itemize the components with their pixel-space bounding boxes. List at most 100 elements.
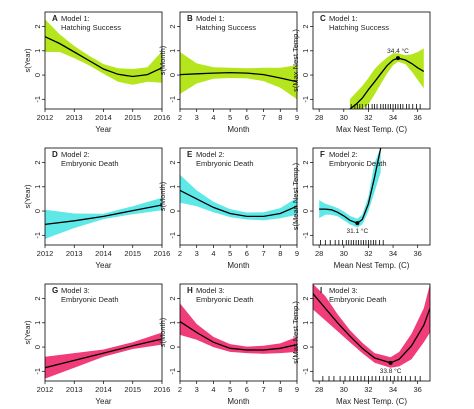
panel-outcome-label: Embryonic Death bbox=[196, 159, 254, 168]
y-tick-label: 2 bbox=[301, 296, 310, 300]
y-tick-label: 1 bbox=[168, 49, 177, 53]
y-axis-label: s(Max Nest Temp.) bbox=[291, 29, 300, 92]
y-tick-label: 2 bbox=[168, 160, 177, 164]
plot-frame bbox=[179, 283, 298, 382]
y-tick-label: 1 bbox=[301, 49, 310, 53]
y-axis-label: s(Max Nest Temp.) bbox=[291, 301, 300, 364]
y-tick-label: 0 bbox=[33, 345, 42, 349]
y-tick-label: 2 bbox=[168, 296, 177, 300]
x-tick-label: 5 bbox=[228, 385, 232, 394]
panel-model-label: Model 3: bbox=[329, 286, 358, 295]
panel-model-label: Model 2: bbox=[196, 150, 225, 159]
x-tick-label: 2016 bbox=[154, 385, 171, 394]
y-axis-label: s(Year) bbox=[23, 48, 32, 72]
panel-e: 2 3 4 5 6 7 8 9 -1 0 1 2 Month s(Month) E Model 2:Embry… bbox=[158, 147, 299, 270]
x-tick-label: 30 bbox=[340, 113, 348, 122]
x-tick-label: 34 bbox=[389, 385, 397, 394]
panel-c: 28 30 32 34 36 -1 0 1 2 Max Nest Temp. (C) s(Max N… bbox=[291, 11, 431, 134]
optimum-point bbox=[355, 221, 360, 226]
y-tick-label: -1 bbox=[168, 368, 177, 375]
panel-model-label: Model 1: bbox=[329, 14, 358, 23]
x-tick-label: 32 bbox=[364, 113, 372, 122]
x-tick-label: 7 bbox=[261, 249, 265, 258]
panel-d: 2012 2013 2014 2015 2016 -1 0 1 2 Year s(Year) D Mod… bbox=[23, 147, 170, 270]
y-tick-label: -1 bbox=[301, 232, 310, 239]
x-tick-label: 3 bbox=[195, 385, 199, 394]
confidence-band bbox=[349, 48, 424, 109]
x-tick-label: 36 bbox=[414, 249, 422, 258]
x-tick-label: 28 bbox=[315, 113, 323, 122]
confidence-band bbox=[319, 148, 381, 228]
optimum-point bbox=[388, 360, 393, 365]
y-axis-label: s(Month) bbox=[158, 317, 167, 347]
x-tick-label: 36 bbox=[414, 113, 422, 122]
fitted-line bbox=[45, 338, 162, 369]
x-tick-label: 2012 bbox=[37, 385, 54, 394]
x-tick-label: 7 bbox=[261, 113, 265, 122]
x-tick-label: 8 bbox=[278, 249, 282, 258]
panel-a: 2012 2013 2014 2015 2016 -1 0 1 2 Year s(Year) A Mod… bbox=[23, 11, 170, 134]
y-tick-label: 1 bbox=[301, 321, 310, 325]
panel-letter: A bbox=[52, 14, 58, 23]
y-axis-label: s(Year) bbox=[23, 320, 32, 344]
x-tick-label: 2015 bbox=[124, 385, 141, 394]
panel-outcome-label: Hatching Success bbox=[196, 23, 256, 32]
x-tick-label: 8 bbox=[278, 113, 282, 122]
x-axis-label: Max Nest Temp. (C) bbox=[336, 397, 407, 406]
y-tick-label: -1 bbox=[33, 232, 42, 239]
x-tick-label: 9 bbox=[295, 249, 299, 258]
x-tick-label: 32 bbox=[364, 249, 372, 258]
y-tick-label: 2 bbox=[168, 24, 177, 28]
panel-letter: B bbox=[187, 14, 193, 23]
panel-model-label: Model 1: bbox=[196, 14, 225, 23]
x-tick-label: 30 bbox=[340, 385, 348, 394]
plot-frame bbox=[179, 11, 298, 110]
x-tick-label: 32 bbox=[364, 385, 372, 394]
confidence-band bbox=[313, 284, 430, 368]
panel-model-label: Model 3: bbox=[196, 286, 225, 295]
x-tick-label: 9 bbox=[295, 113, 299, 122]
x-axis-label: Max Nest Temp. (C) bbox=[336, 125, 407, 134]
fitted-line bbox=[45, 36, 162, 78]
x-tick-label: 6 bbox=[245, 385, 249, 394]
fitted-line bbox=[319, 148, 382, 224]
y-tick-label: -1 bbox=[168, 232, 177, 239]
confidence-band bbox=[45, 332, 162, 379]
x-axis-label: Year bbox=[95, 125, 112, 134]
x-tick-label: 2013 bbox=[66, 249, 83, 258]
x-tick-label: 34 bbox=[389, 249, 397, 258]
fitted-line bbox=[180, 321, 297, 351]
x-tick-label: 30 bbox=[340, 249, 348, 258]
x-tick-label: 28 bbox=[315, 385, 323, 394]
y-tick-label: -1 bbox=[301, 368, 310, 375]
x-tick-label: 4 bbox=[211, 249, 215, 258]
y-tick-label: 2 bbox=[301, 160, 310, 164]
optimum-label: 31.1 °C bbox=[346, 227, 368, 235]
x-tick-label: 2 bbox=[178, 385, 182, 394]
x-tick-label: 2014 bbox=[95, 385, 112, 394]
x-axis-label: Year bbox=[95, 397, 112, 406]
x-axis-label: Month bbox=[227, 261, 249, 270]
y-tick-label: 0 bbox=[33, 209, 42, 213]
panel-letter: I bbox=[320, 286, 322, 295]
y-axis-label: s(Month) bbox=[158, 181, 167, 211]
x-tick-label: 2013 bbox=[66, 113, 83, 122]
x-tick-label: 5 bbox=[228, 249, 232, 258]
panel-h: 2 3 4 5 6 7 8 9 -1 0 1 2 Month s(Month) H Model 3:Embry… bbox=[158, 283, 299, 406]
x-tick-label: 2012 bbox=[37, 113, 54, 122]
y-tick-label: 0 bbox=[168, 73, 177, 77]
y-tick-label: 0 bbox=[168, 209, 177, 213]
fitted-line bbox=[349, 57, 425, 109]
y-tick-label: 1 bbox=[301, 185, 310, 189]
y-tick-label: 2 bbox=[33, 296, 42, 300]
panel-outcome-label: Embryonic Death bbox=[61, 159, 119, 168]
plot-frame bbox=[312, 11, 431, 110]
y-axis-label: s(Month) bbox=[158, 45, 167, 75]
confidence-band bbox=[180, 174, 297, 221]
y-tick-label: 0 bbox=[168, 345, 177, 349]
panel-letter: H bbox=[187, 286, 193, 295]
panel-model-label: Model 1: bbox=[61, 14, 90, 23]
panel-outcome-label: Hatching Success bbox=[61, 23, 121, 32]
panel-letter: G bbox=[52, 286, 58, 295]
